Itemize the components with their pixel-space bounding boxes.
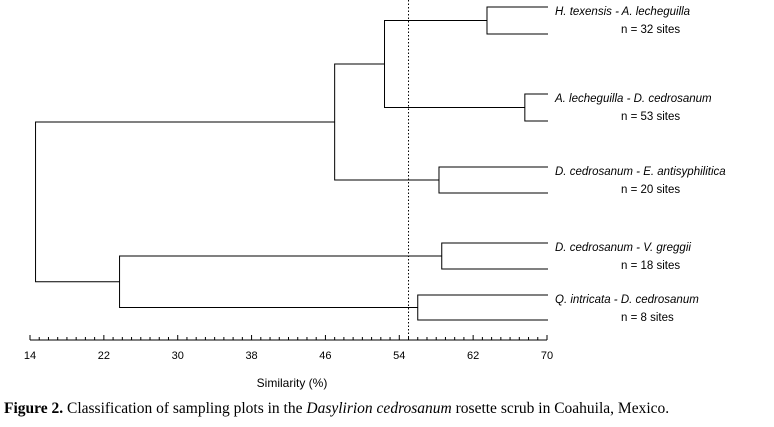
merge-branch [119,255,442,308]
similarity-axis: 14 22 30 38 46 54 62 70 Similarity (%) [24,335,553,390]
caption-text-after: rosette scrub in Coahuila, Mexico. [451,400,670,417]
group-site-count: n = 53 sites [621,111,680,123]
group-site-count: n = 8 sites [621,312,674,324]
leaf-branch-pair [417,294,548,321]
merge-branch [334,63,439,181]
leaf-branch-pair [441,242,548,270]
group-site-count: n = 32 sites [621,24,680,36]
leaf-branch-pair [438,166,548,194]
x-tick-label: 54 [393,350,405,362]
figure-caption: Figure 2. Classification of sampling plo… [4,400,774,418]
leaf-branch-pair [486,6,548,35]
group-name-label: D. cedrosanum - V. greggii [555,242,691,254]
x-axis-label: Similarity (%) [257,376,328,390]
merge-branch [35,121,335,283]
group-site-count: n = 18 sites [621,260,680,272]
dendrogram-branches [35,6,548,321]
caption-text-before: Classification of sampling plots in the [63,400,307,417]
x-tick-label: 22 [98,350,110,362]
x-tick-label: 30 [172,350,184,362]
group-name-label: A. lecheguilla - D. cedrosanum [554,93,712,105]
group-name-label: D. cedrosanum - E. antisyphilitica [555,166,726,178]
x-tick-label: 70 [541,350,553,362]
group-name-label: H. texensis - A. lecheguilla [555,6,690,18]
x-tick-label: 46 [319,350,331,362]
x-tick-label: 14 [24,350,36,362]
group-name-label: Q. intricata - D. cedrosanum [555,294,699,306]
caption-species: Dasylirion cedrosanum [306,400,452,417]
caption-label: Figure 2. [4,400,64,417]
group-labels: H. texensis - A. lecheguilla n = 32 sites… [554,6,726,324]
x-tick-label: 38 [245,350,257,362]
x-tick-label: 62 [467,350,479,362]
group-site-count: n = 20 sites [621,184,680,196]
dendrogram: 14 22 30 38 46 54 62 70 Similarity (%) H. texens… [24,0,726,390]
leaf-branch-pair [524,93,548,122]
